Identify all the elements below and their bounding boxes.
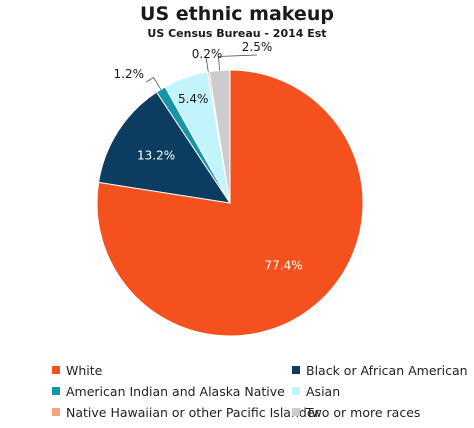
slice-label-black-or-african-american: 13.2% — [137, 149, 175, 163]
legend-swatch — [292, 387, 300, 395]
legend-label: Asian — [306, 383, 341, 399]
leader-line-two-or-more-races — [218, 54, 258, 71]
slice-label-white: 77.4% — [265, 259, 303, 273]
legend-item-two-or-more-races[interactable]: Two or more races — [292, 403, 420, 421]
chart-subtitle: US Census Bureau - 2014 Est — [147, 27, 327, 40]
legend-label: White — [66, 362, 103, 378]
legend-label: Native Hawaiian or other Pacific Islande… — [66, 404, 320, 420]
slice-label-asian: 5.4% — [178, 92, 209, 106]
legend-item-black-or-african-american[interactable]: Black or African American — [292, 361, 468, 379]
legend-swatch — [292, 366, 300, 374]
legend-item-white[interactable]: White — [52, 361, 102, 379]
pie-slice-two-or-more-races — [208, 69, 231, 204]
leader-lines — [145, 54, 258, 90]
leader-line-native-hawaiian-or-other-pacific-islander — [205, 57, 209, 72]
legend-swatch — [292, 408, 300, 416]
leader-line-american-indian-and-alaska-native — [145, 76, 162, 90]
legend-swatch — [52, 408, 60, 416]
legend-swatch — [52, 387, 60, 395]
pie-slices — [96, 69, 364, 337]
slice-labels: 77.4% 13.2% 1.2% 5.4% 0.2% 2.5% — [114, 40, 303, 273]
slice-label-american-indian-and-alaska-native: 1.2% — [114, 67, 145, 81]
chart-title: US ethnic makeup — [140, 3, 334, 25]
pie-slice-black-or-african-american — [98, 91, 232, 204]
legend-item-native-hawaiian-or-other-pacific-islander[interactable]: Native Hawaiian or other Pacific Islande… — [52, 403, 320, 421]
legend-item-asian[interactable]: Asian — [292, 382, 340, 400]
legend-label: American Indian and Alaska Native — [66, 383, 285, 399]
legend-label: Two or more races — [306, 404, 421, 420]
legend-item-american-indian-and-alaska-native[interactable]: American Indian and Alaska Native — [52, 382, 285, 400]
legend-label: Black or African American — [306, 362, 468, 378]
legend: White Black or African American American I… — [52, 361, 468, 425]
slice-label-two-or-more-races: 2.5% — [242, 40, 273, 54]
legend-swatch — [52, 366, 60, 374]
slice-label-native-hawaiian-or-other-pacific-islander: 0.2% — [192, 47, 223, 61]
